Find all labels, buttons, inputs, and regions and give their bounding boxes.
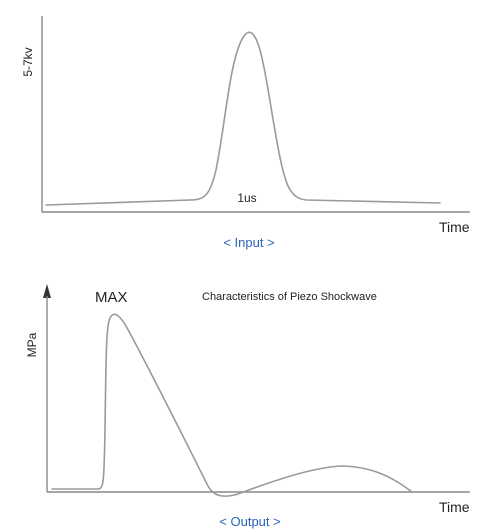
- pulse-width-label: 1us: [237, 191, 256, 205]
- output-y-axis-arrow: [43, 284, 51, 298]
- input-panel: 5-7kv 1us Time < Input >: [21, 16, 470, 250]
- input-y-axis-label: 5-7kv: [21, 47, 35, 76]
- input-x-axis-label: Time: [439, 219, 470, 235]
- output-x-axis-label: Time: [439, 499, 470, 515]
- max-label: MAX: [95, 289, 128, 306]
- input-pulse-curve: [45, 31, 441, 206]
- output-caption: < Output >: [219, 514, 280, 529]
- output-panel: MPa MAX Characteristics of Piezo Shockwa…: [25, 284, 470, 529]
- output-shockwave-curve: [51, 313, 431, 497]
- output-title: Characteristics of Piezo Shockwave: [202, 291, 377, 303]
- input-caption: < Input >: [223, 235, 274, 250]
- output-y-axis-label: MPa: [25, 332, 39, 357]
